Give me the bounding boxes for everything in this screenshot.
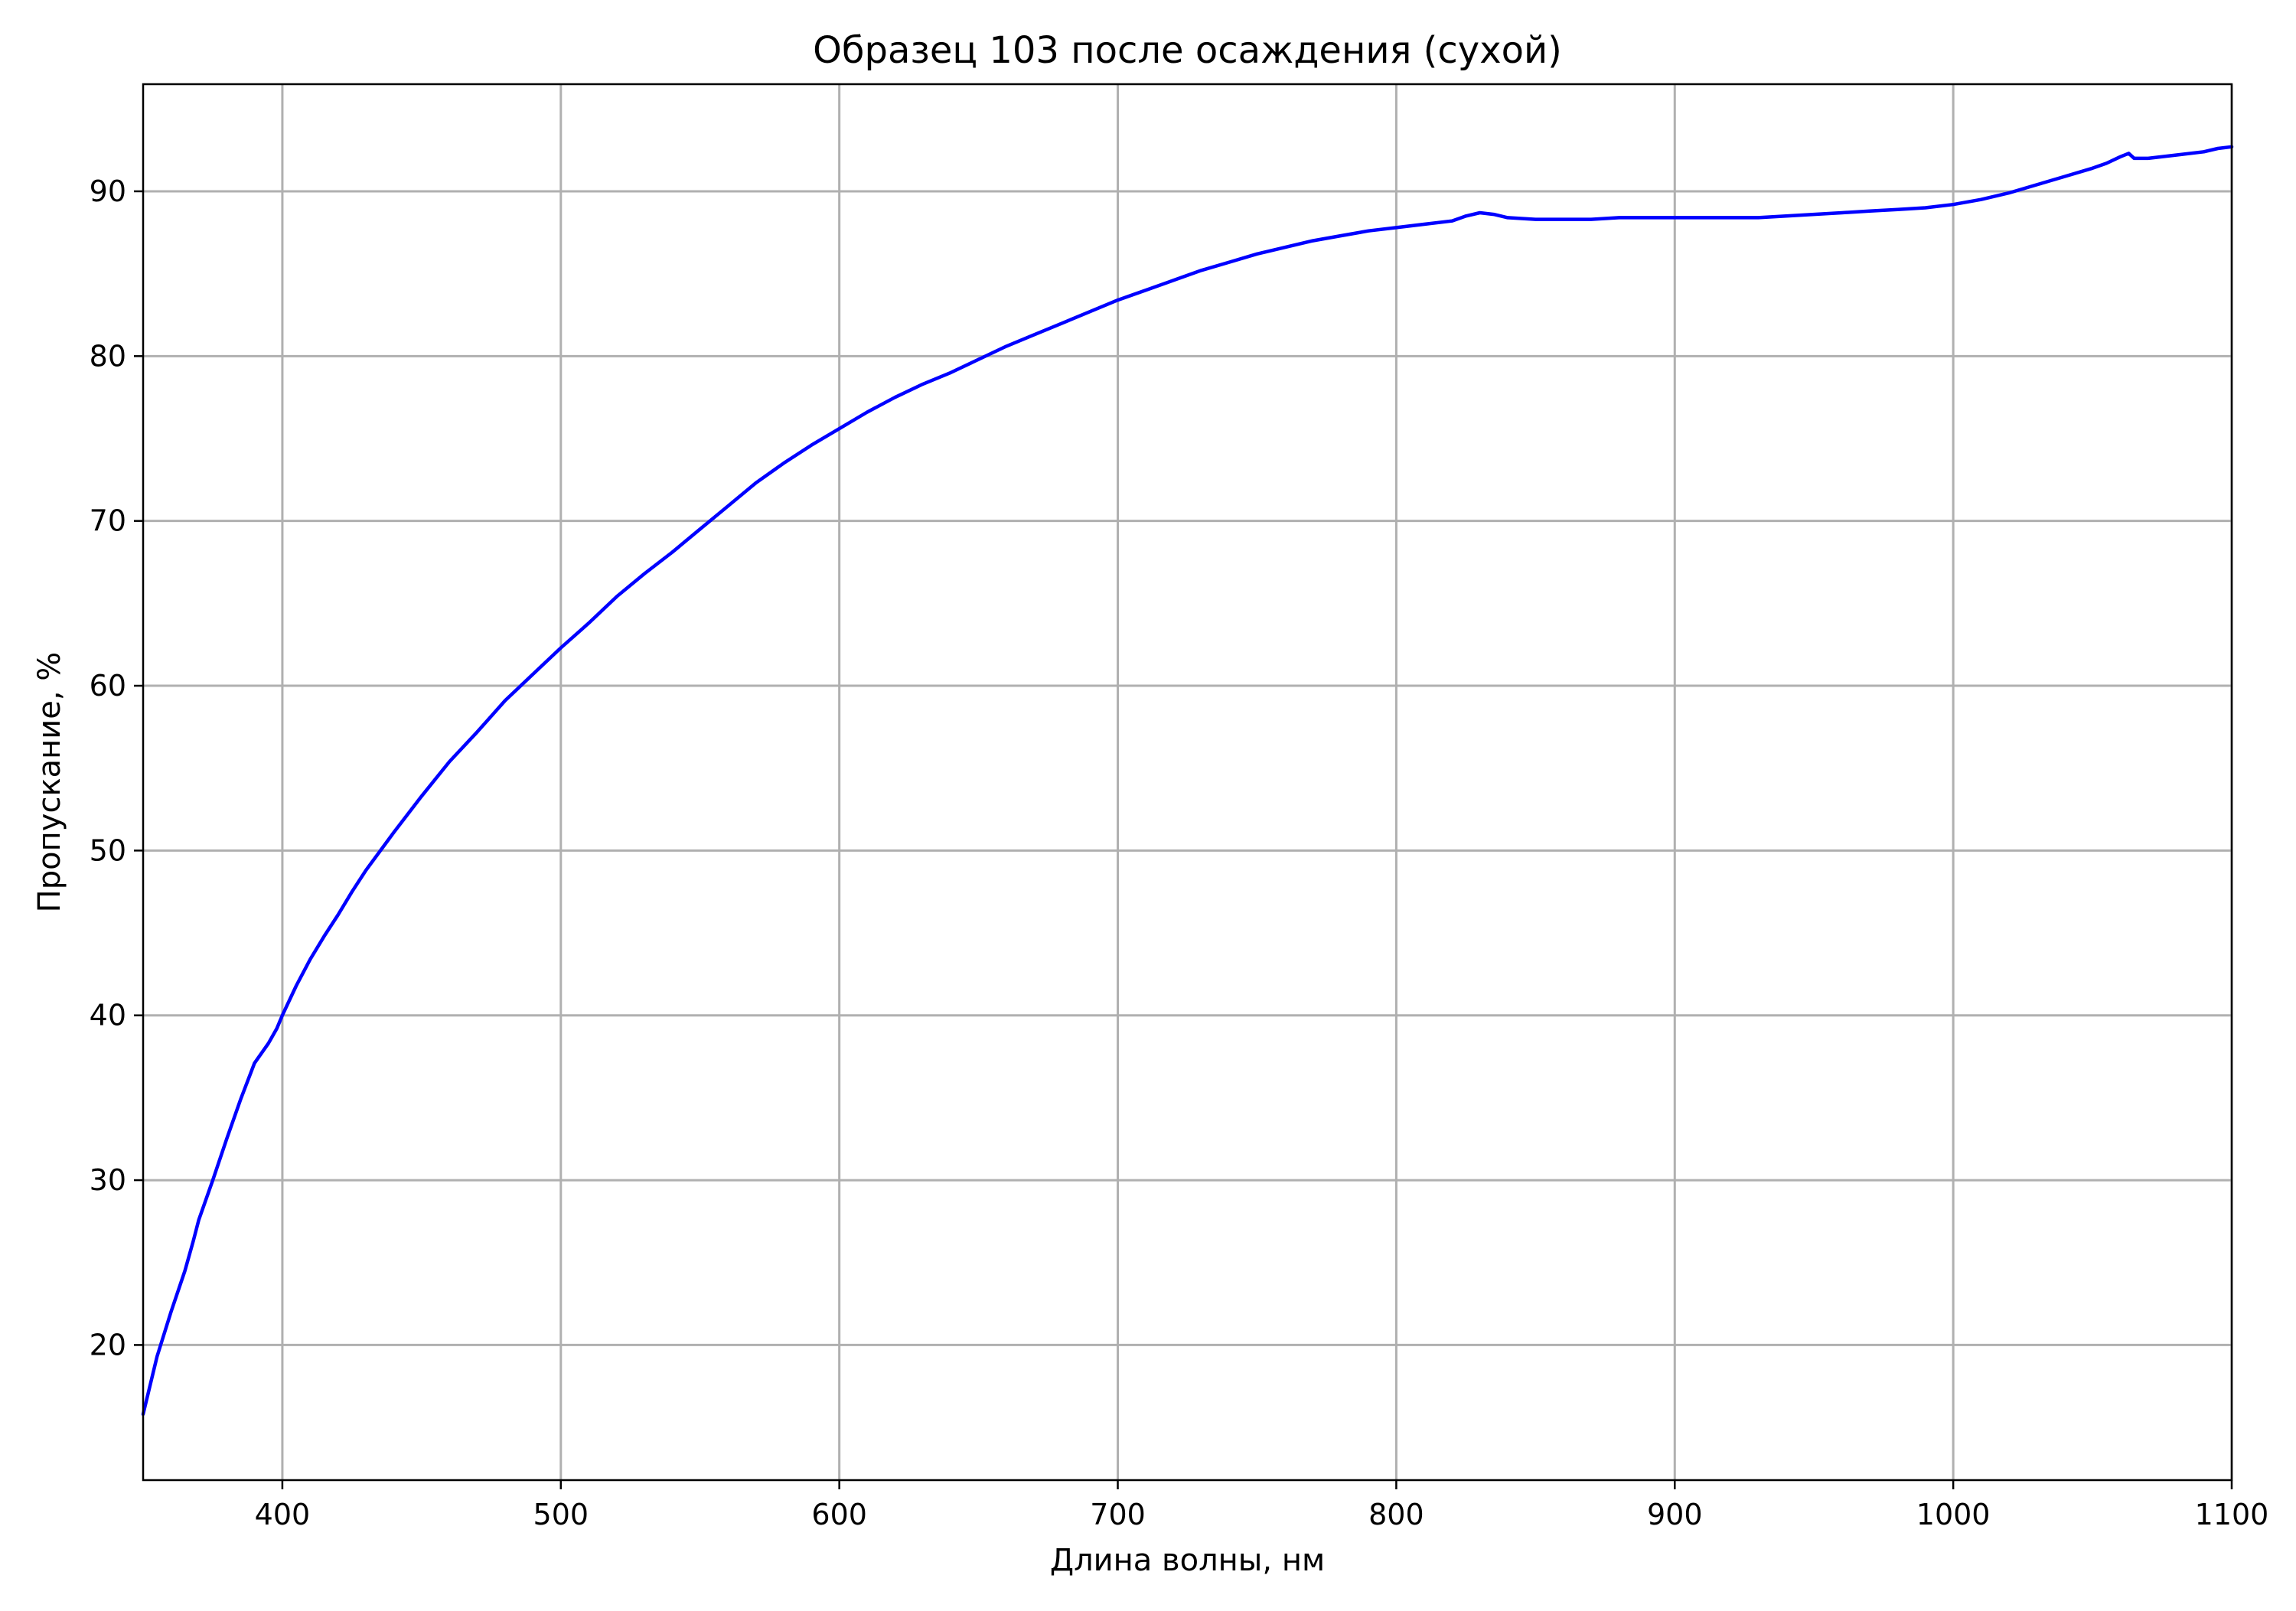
x-tick-label: 600 (811, 1498, 867, 1531)
y-tick-label: 20 (90, 1328, 126, 1362)
y-tick-label: 80 (90, 339, 126, 373)
y-axis-label: Пропускание, % (32, 652, 67, 913)
chart-title: Образец 103 после осаждения (сухой) (813, 29, 1562, 72)
y-tick-label: 40 (90, 999, 126, 1032)
x-tick-label: 800 (1368, 1498, 1424, 1531)
axis-ticks: 400 500 600 700 800 900 1000 1100 20 30 40 50 60 70 80… (90, 174, 2269, 1531)
transmission-series-line (141, 145, 2234, 1417)
y-tick-label: 60 (90, 669, 126, 703)
x-tick-label: 900 (1647, 1498, 1703, 1531)
x-tick-label: 500 (533, 1498, 589, 1531)
y-tick-label: 50 (90, 833, 126, 867)
plot-frame (142, 83, 2233, 1482)
x-axis-label: Длина волны, нм (1050, 1543, 1325, 1578)
series-layer (141, 145, 2234, 1417)
y-tick-label: 30 (90, 1163, 126, 1197)
x-tick-label: 1000 (1916, 1498, 1991, 1531)
y-tick-label: 70 (90, 504, 126, 538)
grid-lines (143, 84, 2233, 1480)
x-tick-label: 400 (255, 1498, 311, 1531)
y-tick-label: 90 (90, 174, 126, 208)
x-tick-label: 1100 (2195, 1498, 2269, 1531)
x-tick-label: 700 (1090, 1498, 1146, 1531)
